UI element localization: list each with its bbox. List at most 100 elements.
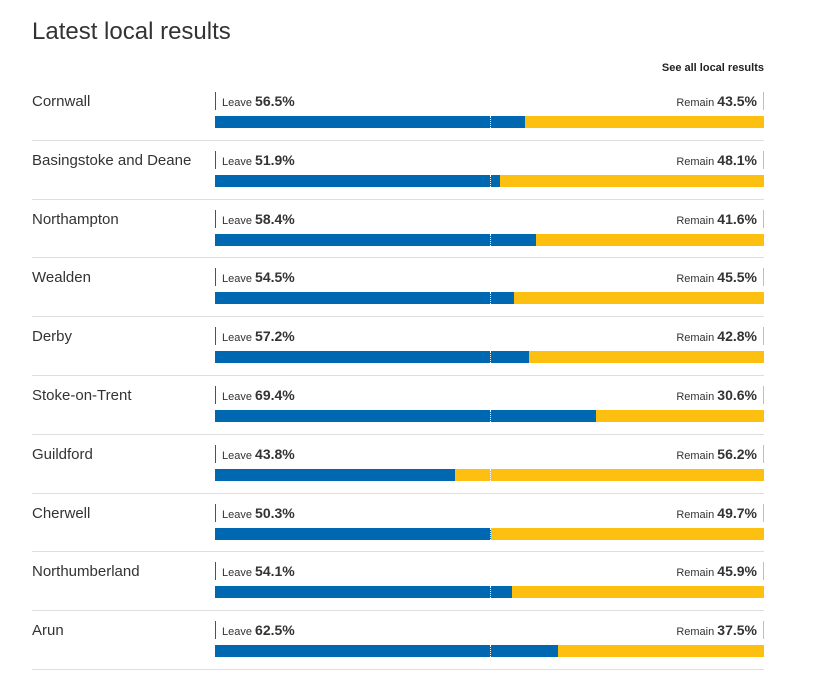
- result-row: Arun Leave 62.5% Remain 37.5%: [32, 611, 764, 670]
- remain-label: Remain 45.5%: [676, 268, 764, 287]
- leave-label: Leave 51.9%: [215, 150, 295, 169]
- result-bar: [215, 527, 764, 540]
- remain-label: Remain 41.6%: [676, 209, 764, 228]
- remain-percent: 45.5%: [717, 269, 757, 286]
- remain-percent: 45.9%: [717, 563, 757, 580]
- result-bar: [215, 468, 764, 481]
- leave-bar-fill: [215, 233, 536, 246]
- leave-bar-fill: [215, 116, 526, 128]
- leave-bar-fill: [215, 468, 456, 481]
- leave-text: Leave: [222, 214, 252, 227]
- remain-text: Remain: [676, 567, 715, 580]
- remain-percent: 41.6%: [717, 210, 757, 227]
- leave-text: Leave: [222, 508, 252, 521]
- leave-text: Leave: [222, 567, 252, 580]
- leave-text: Leave: [222, 332, 252, 345]
- result-row: Northumberland Leave 54.1% Remain 45.9%: [32, 552, 764, 612]
- result-row: Cornwall Leave 56.5% Remain 43.5%: [32, 82, 764, 141]
- remain-label: Remain 48.1%: [676, 150, 764, 169]
- area-name: Basingstoke and Deane: [32, 151, 192, 169]
- remain-text: Remain: [676, 626, 715, 639]
- result-row: Guildford Leave 43.8% Remain 56.2%: [32, 435, 764, 494]
- see-all-results-link[interactable]: See all local results: [661, 62, 764, 74]
- area-name: Northampton: [32, 210, 119, 228]
- leave-label: Leave 54.1%: [215, 562, 295, 581]
- area-name: Northumberland: [32, 563, 140, 581]
- leave-label: Leave 69.4%: [215, 385, 295, 404]
- result-row: Basingstoke and Deane Leave 51.9% Remain…: [32, 141, 764, 200]
- remain-text: Remain: [676, 214, 715, 227]
- remain-label: Remain 37.5%: [676, 621, 764, 640]
- area-name: Cherwell: [32, 504, 91, 522]
- leave-label: Leave 57.2%: [215, 327, 295, 346]
- remain-text: Remain: [676, 332, 715, 345]
- leave-percent: 50.3%: [255, 504, 295, 521]
- leave-bar-fill: [215, 292, 515, 305]
- area-name: Wealden: [32, 269, 91, 287]
- midpoint-marker: [489, 116, 491, 128]
- remain-percent: 42.8%: [717, 328, 757, 345]
- area-name: Stoke-on-Trent: [32, 386, 132, 404]
- area-name: Arun: [32, 622, 64, 640]
- leave-label: Leave 56.5%: [215, 92, 295, 110]
- leave-label: Leave 62.5%: [215, 621, 295, 640]
- result-bar: [215, 174, 764, 187]
- leave-label: Leave 54.5%: [215, 268, 295, 287]
- leave-bar-fill: [215, 645, 559, 658]
- remain-label: Remain 42.8%: [676, 327, 764, 346]
- remain-label: Remain 30.6%: [676, 385, 764, 404]
- result-bar: [215, 409, 764, 422]
- leave-text: Leave: [222, 449, 252, 462]
- remain-percent: 48.1%: [717, 151, 757, 168]
- area-name: Guildford: [32, 445, 93, 463]
- remain-percent: 37.5%: [717, 622, 757, 639]
- result-row: Cherwell Leave 50.3% Remain 49.7%: [32, 494, 764, 553]
- leave-text: Leave: [222, 273, 252, 286]
- midpoint-marker: [489, 409, 491, 422]
- remain-label: Remain 56.2%: [676, 444, 764, 463]
- result-row: Stoke-on-Trent Leave 69.4% Remain 30.6%: [32, 376, 764, 435]
- remain-percent: 56.2%: [717, 445, 757, 462]
- page-title: Latest local results: [32, 18, 231, 45]
- remain-label: Remain 45.9%: [676, 562, 764, 581]
- remain-text: Remain: [676, 508, 715, 521]
- remain-percent: 43.5%: [717, 93, 757, 109]
- result-bar: [215, 116, 764, 128]
- leave-bar-fill: [215, 586, 512, 599]
- leave-percent: 51.9%: [255, 151, 295, 168]
- remain-percent: 49.7%: [717, 504, 757, 521]
- area-name: Derby: [32, 328, 73, 346]
- result-bar: [215, 586, 764, 599]
- leave-text: Leave: [222, 155, 252, 168]
- result-row: Derby Leave 57.2% Remain 42.8%: [32, 317, 764, 376]
- leave-label: Leave 58.4%: [215, 209, 295, 228]
- leave-text: Leave: [222, 626, 252, 639]
- remain-text: Remain: [676, 390, 715, 403]
- midpoint-marker: [489, 233, 491, 246]
- remain-text: Remain: [676, 155, 715, 168]
- leave-label: Leave 50.3%: [215, 503, 295, 522]
- remain-label: Remain 49.7%: [676, 503, 764, 522]
- leave-percent: 54.5%: [255, 269, 295, 286]
- result-row: Wealden Leave 54.5% Remain 45.5%: [32, 258, 764, 318]
- midpoint-marker: [489, 292, 491, 305]
- results-list: Cornwall Leave 56.5% Remain 43.5% Basing…: [32, 82, 764, 670]
- remain-percent: 30.6%: [717, 386, 757, 403]
- remain-label: Remain 43.5%: [676, 92, 764, 110]
- midpoint-marker: [489, 527, 491, 540]
- leave-percent: 56.5%: [255, 93, 295, 109]
- result-bar: [215, 292, 764, 305]
- leave-percent: 62.5%: [255, 622, 295, 639]
- leave-bar-fill: [215, 527, 492, 540]
- leave-text: Leave: [222, 97, 252, 109]
- leave-bar-fill: [215, 351, 530, 364]
- midpoint-marker: [489, 645, 491, 658]
- leave-text: Leave: [222, 390, 252, 403]
- midpoint-marker: [489, 468, 491, 481]
- leave-percent: 54.1%: [255, 563, 295, 580]
- leave-percent: 43.8%: [255, 445, 295, 462]
- midpoint-marker: [489, 174, 491, 187]
- remain-text: Remain: [676, 449, 715, 462]
- leave-percent: 69.4%: [255, 386, 295, 403]
- remain-text: Remain: [676, 273, 715, 286]
